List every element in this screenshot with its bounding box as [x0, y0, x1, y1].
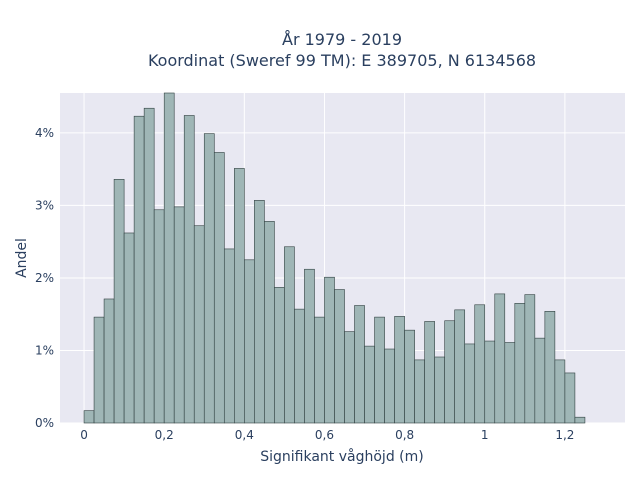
histogram-bar — [113, 179, 125, 424]
y-tick-label: 4% — [35, 126, 54, 140]
histogram-bar — [494, 293, 506, 424]
histogram-bar — [274, 287, 285, 424]
histogram-bar — [103, 298, 115, 424]
histogram-bar — [163, 92, 175, 424]
chart-title-line-1: År 1979 - 2019 — [282, 30, 402, 49]
histogram-bar — [143, 107, 155, 424]
histogram-bar — [434, 356, 445, 424]
histogram-bar — [153, 209, 165, 424]
x-tick-label: 0,2 — [155, 428, 174, 442]
histogram-bar — [364, 345, 375, 424]
histogram-bar — [284, 246, 295, 424]
histogram-bar — [384, 348, 395, 424]
x-axis-title: Signifikant våghöjd (m) — [260, 448, 423, 465]
histogram-bar — [123, 232, 135, 424]
histogram-bar — [314, 316, 325, 424]
histogram-bar — [484, 340, 496, 424]
histogram-bar — [244, 259, 255, 424]
histogram-bar — [534, 337, 546, 424]
histogram-bar — [404, 329, 415, 424]
x-tick-label: 0,6 — [315, 428, 334, 442]
x-tick-label: 0,4 — [235, 428, 254, 442]
y-axis-ticks: 0% 1% 2% 3% 4% — [35, 126, 54, 430]
histogram-bar — [304, 268, 315, 424]
histogram-bar — [223, 248, 235, 424]
histogram-bar — [83, 410, 95, 424]
y-axis-title: Andel — [14, 238, 30, 278]
histogram-bar — [394, 316, 405, 424]
histogram-bar — [213, 152, 225, 424]
histogram-bar — [424, 321, 435, 424]
x-axis-ticks: 0 0,2 0,4 0,6 0,8 1 1,2 — [80, 428, 574, 442]
histogram-bar — [524, 294, 536, 424]
histogram-bar — [344, 331, 355, 424]
histogram-bar — [544, 311, 556, 424]
histogram-bar — [203, 133, 215, 424]
histogram-bar — [554, 359, 566, 424]
histogram-bar — [474, 304, 486, 424]
histogram-bar — [514, 303, 526, 424]
histogram-bar — [464, 343, 476, 424]
histogram-bar — [444, 320, 455, 424]
histogram-bar — [414, 359, 425, 424]
x-tick-label: 1 — [481, 428, 489, 442]
histogram-bar — [93, 316, 105, 424]
histogram-bar — [324, 276, 335, 424]
x-tick-label: 0,8 — [395, 428, 414, 442]
histogram-bar — [173, 206, 185, 424]
histogram-bar — [193, 225, 205, 424]
histogram-bar — [374, 316, 385, 424]
histogram-bar — [334, 289, 345, 424]
histogram-bar — [264, 221, 275, 424]
histogram-bar — [234, 168, 245, 424]
x-tick-label: 0 — [80, 428, 88, 442]
y-tick-label: 2% — [35, 271, 54, 285]
y-tick-label: 1% — [35, 343, 54, 357]
histogram-bars — [83, 92, 586, 424]
histogram-bar — [133, 115, 145, 424]
histogram-bar — [564, 372, 576, 424]
histogram-bar — [254, 200, 265, 424]
histogram-bar — [574, 416, 586, 424]
x-tick-label: 1,2 — [555, 428, 574, 442]
histogram-bar — [354, 305, 365, 424]
histogram-bar — [183, 115, 195, 424]
histogram-bar — [504, 342, 516, 424]
histogram-bar — [454, 309, 466, 424]
chart-title-line-2: Koordinat (Sweref 99 TM): E 389705, N 61… — [148, 51, 536, 70]
y-tick-label: 0% — [35, 416, 54, 430]
y-tick-label: 3% — [35, 198, 54, 212]
histogram-bar — [294, 308, 305, 424]
